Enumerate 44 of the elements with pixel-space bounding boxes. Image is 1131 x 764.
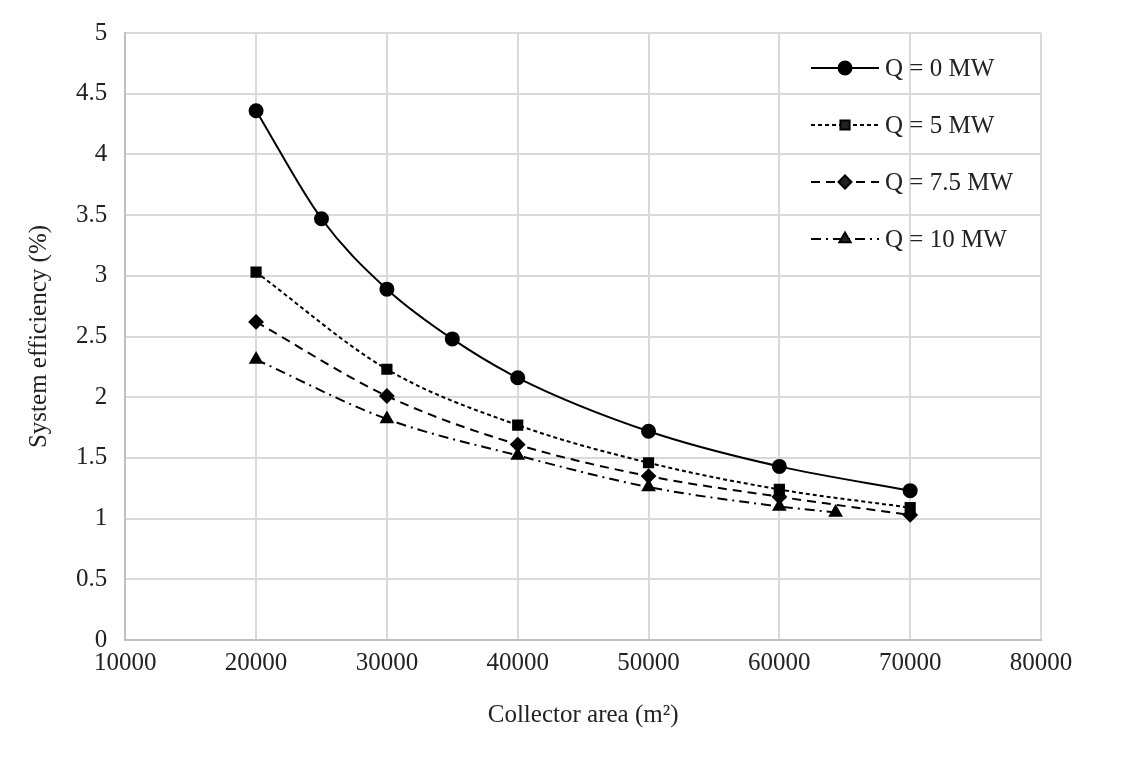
legend-label: Q = 7.5 MW	[885, 167, 1014, 195]
y-tick-label: 1.5	[76, 442, 108, 470]
point	[249, 352, 263, 364]
point	[773, 483, 785, 496]
y-tick-label: 4	[94, 138, 108, 166]
legend-label: Q = 0 MW	[885, 53, 995, 81]
x-tick-label: 30000	[355, 647, 419, 675]
point	[381, 363, 393, 375]
legend-label: Q = 10 MW	[885, 224, 1008, 252]
point	[380, 411, 394, 424]
y-tick-label: 4.5	[76, 78, 108, 106]
point	[512, 419, 524, 431]
point	[902, 483, 918, 499]
point	[248, 314, 264, 330]
y-tick-label: 2	[94, 381, 108, 409]
y-tick-label: 5	[94, 17, 108, 45]
point	[641, 423, 657, 439]
point	[771, 458, 787, 474]
point	[904, 502, 916, 514]
y-tick-label: 2.5	[76, 321, 108, 349]
x-tick-label: 80000	[1009, 647, 1073, 675]
point	[828, 505, 843, 517]
y-tick-label: 3.5	[76, 199, 108, 227]
point	[379, 388, 395, 404]
x-tick-label: 70000	[878, 647, 942, 675]
x-tick-label: 50000	[617, 647, 680, 675]
point	[444, 331, 460, 347]
point	[642, 457, 655, 469]
point	[510, 370, 526, 386]
point	[313, 211, 329, 227]
y-tick-label: 1	[94, 503, 108, 531]
x-axis-title: Collector area (m²)	[487, 699, 679, 728]
point	[510, 437, 526, 453]
point	[379, 281, 395, 297]
point	[641, 468, 657, 484]
y-tick-label: 3	[94, 260, 108, 288]
x-tick-label: 40000	[486, 647, 549, 675]
point	[248, 103, 264, 119]
y-tick-label: 0.5	[76, 563, 108, 591]
x-tick-label: 60000	[748, 647, 811, 675]
y-axis-title: System efficiency (%)	[23, 224, 52, 449]
legend-label: Q = 5 MW	[885, 110, 995, 138]
point	[250, 266, 262, 278]
x-tick-label: 20000	[224, 647, 288, 675]
